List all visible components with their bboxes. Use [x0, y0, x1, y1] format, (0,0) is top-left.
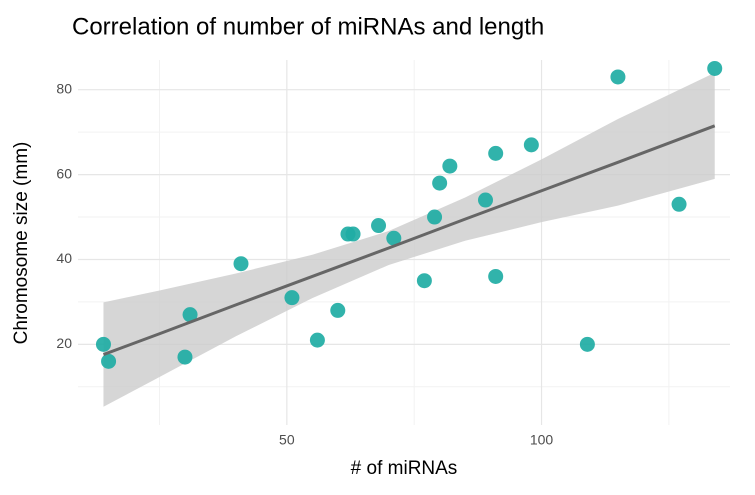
point [182, 307, 198, 323]
point [416, 273, 432, 289]
point [610, 69, 626, 85]
point [442, 158, 458, 174]
x-tick-label: 50 [279, 432, 295, 448]
point [427, 209, 443, 225]
chart-title: Correlation of number of miRNAs and leng… [72, 13, 544, 40]
y-tick-label: 20 [56, 335, 72, 351]
point [101, 353, 117, 369]
point [478, 192, 493, 208]
point [432, 175, 448, 191]
point [284, 290, 300, 306]
point [488, 145, 504, 161]
point [330, 302, 346, 318]
y-tick-label: 40 [56, 250, 72, 266]
x-tick-label: 100 [530, 432, 554, 448]
point [309, 332, 325, 348]
point [95, 336, 111, 352]
point [523, 137, 539, 153]
point [233, 256, 249, 272]
point [488, 268, 504, 284]
y-axis-title: Chromosome size (mm) [11, 142, 32, 345]
point [671, 196, 687, 212]
point [177, 349, 193, 365]
y-tick-label: 80 [56, 80, 72, 96]
point [707, 60, 723, 76]
fit-line [102, 124, 716, 356]
x-axis-title: # of miRNAs [351, 458, 458, 479]
point [579, 336, 595, 352]
point [345, 226, 361, 242]
y-tick-label: 60 [56, 165, 72, 181]
point [386, 230, 402, 246]
point [371, 218, 387, 234]
